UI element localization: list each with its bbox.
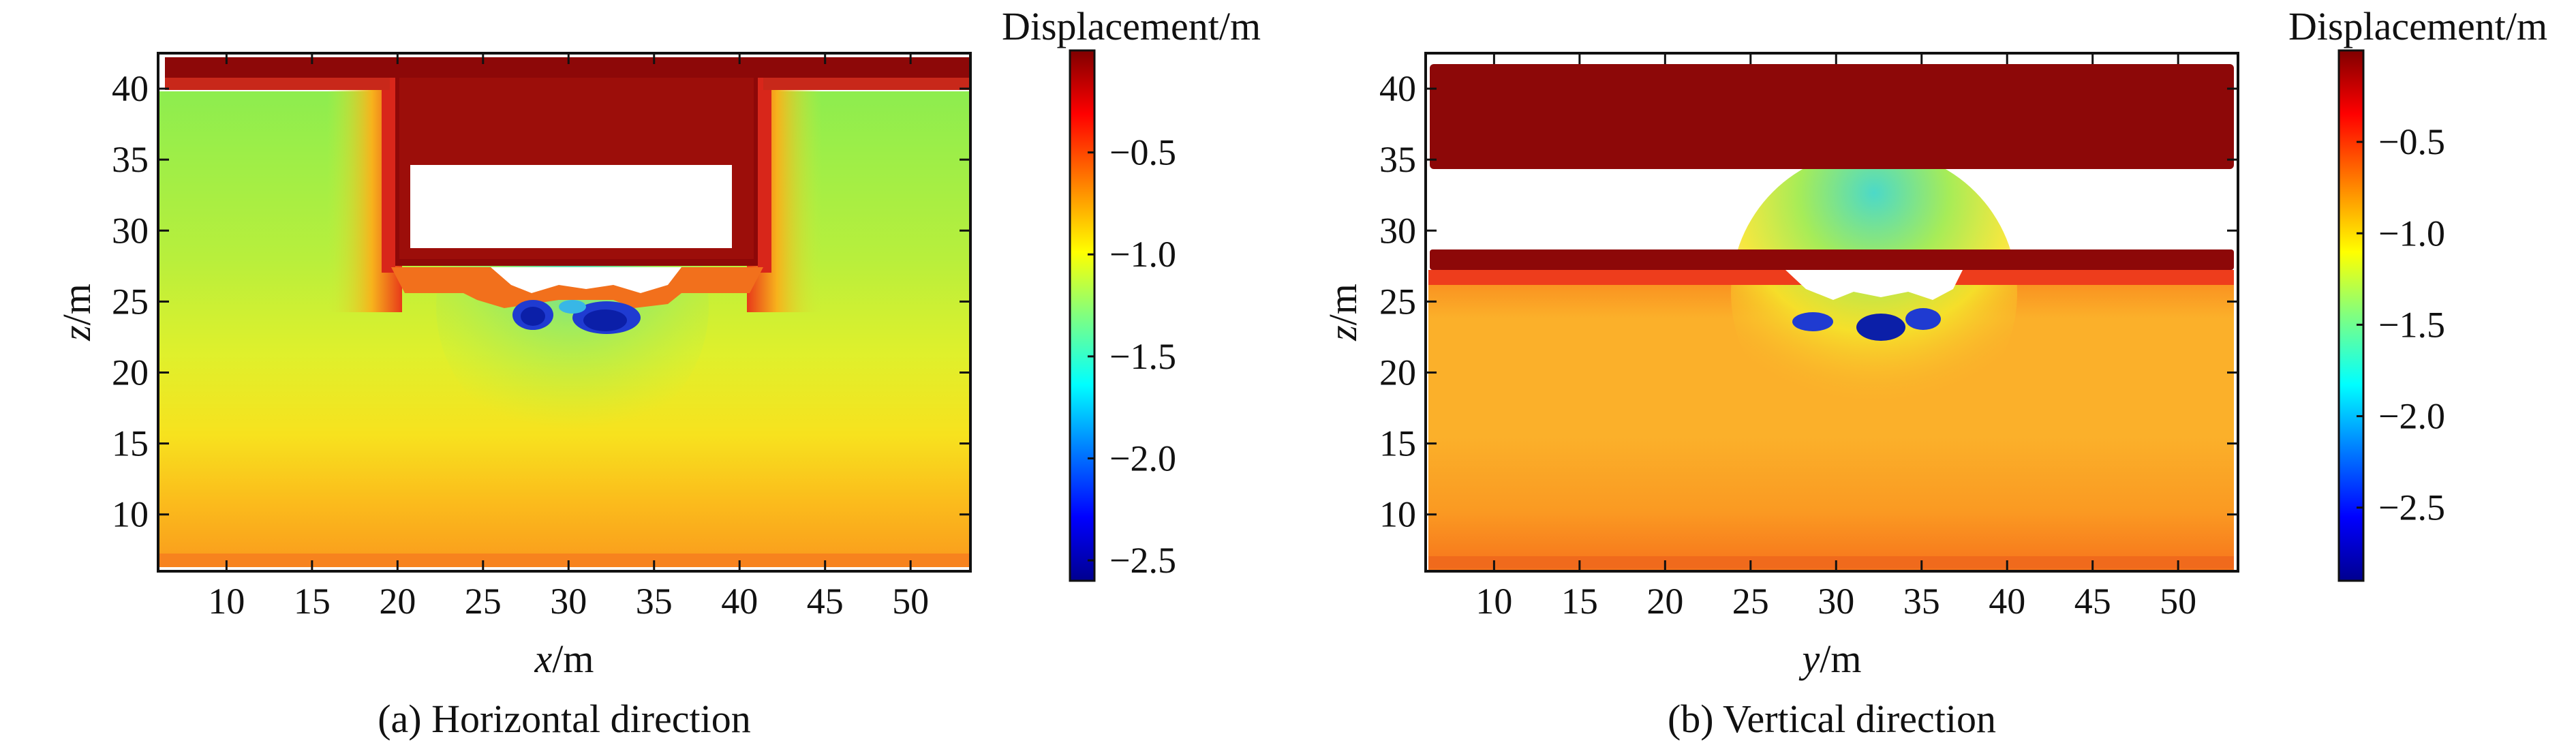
panel-b-vertical: 10 15 20 25 30 35 40 45 50 10 15 20 25 30 35 40 y/m z/m… — [1321, 4, 2547, 741]
panel-b-colorbar-tick-label: −2.5 — [2378, 487, 2445, 528]
panel-a-colorbar-tick-label: −2.0 — [1109, 438, 1176, 479]
panel-b-xtick-label: 40 — [1989, 581, 2025, 622]
panel-a-blob-left-core — [521, 307, 545, 326]
panel-a-xtick-label: 45 — [807, 581, 844, 622]
panel-b-ytick-label: 35 — [1379, 139, 1416, 180]
panel-a-floor-gap — [491, 267, 681, 293]
panel-b-field — [1428, 64, 2234, 570]
panel-b-roof-slab — [1430, 64, 2234, 169]
panel-a-edge-left — [382, 75, 395, 273]
panel-b-ytick-label: 30 — [1379, 210, 1416, 251]
panel-a-ylabel: z/m — [55, 284, 99, 342]
panel-b-axes-frame — [1424, 52, 2239, 573]
panel-b-ytick-label: 20 — [1379, 352, 1416, 393]
panel-b-colorbar-label: Displacement/m — [2288, 4, 2547, 48]
panel-a-xtick-label: 50 — [892, 581, 929, 622]
panel-a-ytick-label: 10 — [112, 494, 149, 535]
panel-b-blob-right — [1905, 308, 1941, 330]
panel-a-edge-right — [758, 75, 771, 273]
panel-a-colorbar-tick-label: −0.5 — [1109, 132, 1176, 173]
panel-b-colorbar-tick-label: −1.5 — [2378, 304, 2445, 345]
panel-b-ticks: 10 15 20 25 30 35 40 45 50 10 15 20 25 30 35 40 — [1379, 53, 2238, 622]
panel-b-floor-slab — [1430, 249, 2234, 270]
panel-a-xtick-label: 30 — [550, 581, 587, 622]
panel-a-xtick-label: 10 — [208, 581, 245, 622]
panel-a-ytick-label: 30 — [112, 210, 149, 251]
panel-a-colorbar-label: Displacement/m — [1002, 4, 1261, 48]
panel-b-ytick-label: 25 — [1379, 281, 1416, 322]
panel-b-xtick-label: 25 — [1732, 581, 1769, 622]
panel-a-blob-center — [559, 300, 586, 314]
panel-a-ytick-label: 40 — [112, 68, 149, 109]
panel-a-ticks: 10 15 20 25 30 35 40 45 50 10 15 20 25 30 35 40 — [112, 53, 970, 622]
panel-a-colorbar — [1069, 49, 1096, 582]
panel-b-colorbar-tick-label: −0.5 — [2378, 121, 2445, 162]
panel-a-caption: (a) Horizontal direction — [378, 697, 751, 741]
panel-b-xtick-label: 50 — [2160, 581, 2196, 622]
panel-b-ytick-label: 10 — [1379, 494, 1416, 535]
panel-b-caption: (b) Vertical direction — [1668, 697, 1996, 741]
panel-b-ytick-label: 15 — [1379, 423, 1416, 464]
panel-b-colorbar-ticks: −0.5 −1.0 −1.5 −2.0 −2.5 — [2357, 121, 2445, 528]
panel-a-xtick-label: 20 — [379, 581, 416, 622]
panel-a-horizontal: 10 15 20 25 30 35 40 45 50 10 15 20 25 30 35 40 x/m z/m… — [55, 4, 1261, 741]
panel-a-colorbar-tick-label: −2.5 — [1109, 540, 1176, 581]
panel-b-xtick-label: 45 — [2074, 581, 2111, 622]
panel-b-xtick-label: 35 — [1903, 581, 1940, 622]
panel-b-bottom-band — [1428, 556, 2234, 568]
panel-b-ytick-label: 40 — [1379, 68, 1416, 109]
panel-b-colorbar-tick-label: −1.0 — [2378, 213, 2445, 254]
panel-b-xtick-label: 15 — [1561, 581, 1598, 622]
panel-a-opening — [410, 165, 732, 248]
panel-a-xtick-label: 35 — [636, 581, 673, 622]
panel-b-floor-gap — [1785, 270, 1963, 300]
panel-a-xlabel: x/m — [534, 637, 594, 681]
panel-a-ytick-label: 20 — [112, 352, 149, 393]
panel-a-axes-frame — [157, 52, 972, 573]
panel-a-surface-edge-right — [763, 78, 970, 90]
panel-a-colorbar-ticks: −0.5 −1.0 −1.5 −2.0 −2.5 — [1088, 132, 1176, 581]
panel-b-blob-center — [1856, 314, 1905, 341]
panel-a-ytick-label: 15 — [112, 423, 149, 464]
panel-a-field — [158, 57, 970, 571]
panel-a-colorbar-tick-label: −1.5 — [1109, 336, 1176, 377]
panel-b-blob-left — [1792, 312, 1833, 331]
panel-b-xlabel: y/m — [1799, 637, 1862, 681]
panel-b-colorbar-tick-label: −2.0 — [2378, 396, 2445, 437]
panel-b-colorbar — [2337, 49, 2365, 582]
panel-a-xtick-label: 40 — [721, 581, 758, 622]
panel-b-ylabel: z/m — [1321, 284, 1365, 342]
panel-a-surface-edge — [165, 78, 390, 90]
panel-a-blob-right-core — [583, 309, 627, 331]
panel-b-xtick-label: 10 — [1475, 581, 1512, 622]
panel-a-xtick-label: 15 — [294, 581, 331, 622]
panel-b-xtick-label: 30 — [1818, 581, 1854, 622]
panel-a-bottom-white — [158, 567, 970, 571]
panel-a-ytick-label: 35 — [112, 139, 149, 180]
panel-a-xtick-label: 25 — [465, 581, 502, 622]
panel-b-xtick-label: 20 — [1646, 581, 1683, 622]
panel-a-ytick-label: 25 — [112, 281, 149, 322]
panel-a-colorbar-tick-label: −1.0 — [1109, 234, 1176, 275]
